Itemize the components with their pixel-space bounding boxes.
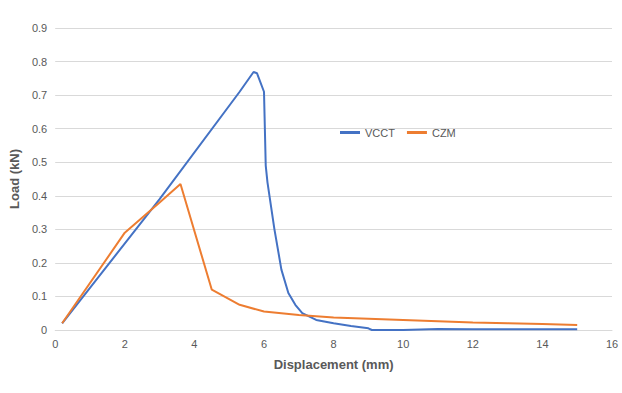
svg-text:Load (kN): Load (kN) bbox=[7, 149, 22, 209]
svg-text:0.4: 0.4 bbox=[32, 190, 47, 202]
svg-text:0.8: 0.8 bbox=[32, 56, 47, 68]
svg-text:0: 0 bbox=[41, 324, 47, 336]
svg-text:0.6: 0.6 bbox=[32, 123, 47, 135]
svg-text:6: 6 bbox=[261, 338, 267, 350]
svg-text:0.1: 0.1 bbox=[32, 290, 47, 302]
svg-text:0.3: 0.3 bbox=[32, 223, 47, 235]
svg-text:0.2: 0.2 bbox=[32, 257, 47, 269]
svg-text:0: 0 bbox=[52, 338, 58, 350]
svg-text:10: 10 bbox=[397, 338, 409, 350]
svg-text:Displacement (mm): Displacement (mm) bbox=[274, 357, 394, 372]
svg-text:16: 16 bbox=[606, 338, 618, 350]
svg-text:8: 8 bbox=[331, 338, 337, 350]
svg-text:14: 14 bbox=[536, 338, 548, 350]
svg-text:0.5: 0.5 bbox=[32, 156, 47, 168]
svg-text:4: 4 bbox=[191, 338, 197, 350]
svg-text:0.7: 0.7 bbox=[32, 89, 47, 101]
svg-text:12: 12 bbox=[467, 338, 479, 350]
svg-text:2: 2 bbox=[122, 338, 128, 350]
svg-text:VCCT: VCCT bbox=[365, 127, 395, 139]
svg-text:0.9: 0.9 bbox=[32, 22, 47, 34]
svg-text:CZM: CZM bbox=[432, 127, 456, 139]
